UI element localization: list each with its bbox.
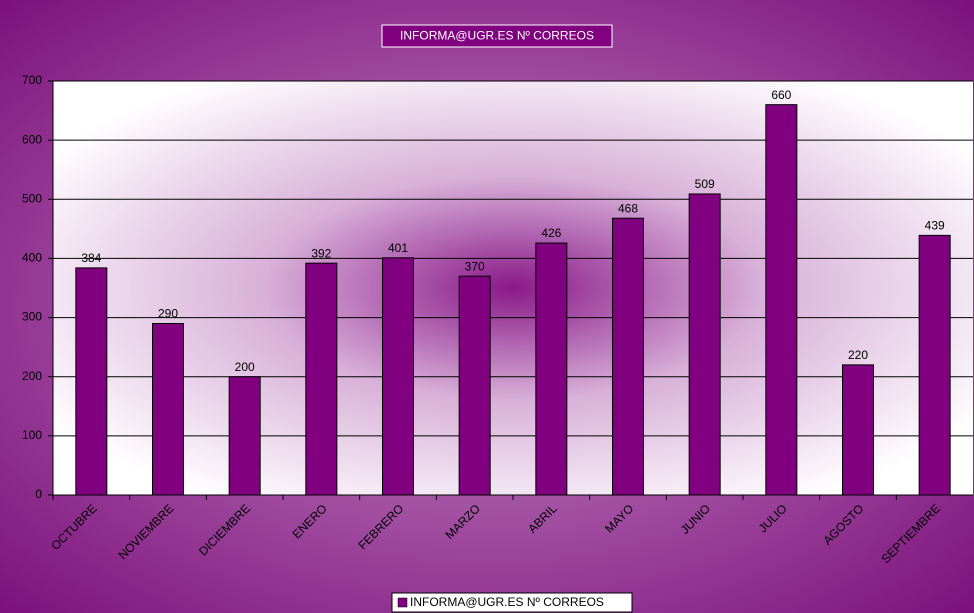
bar [535, 242, 568, 496]
y-tick-label: 100 [22, 428, 42, 442]
data-label: 660 [771, 88, 791, 102]
y-tick-label: 600 [22, 132, 42, 146]
y-tick-label: 400 [22, 251, 42, 265]
chart-title: INFORMA@UGR.ES Nº CORREOS [400, 29, 594, 43]
y-tick-label: 0 [35, 487, 42, 501]
bar [458, 275, 491, 496]
data-label: 220 [848, 348, 868, 362]
y-tick-label: 300 [22, 310, 42, 324]
bar [918, 234, 951, 496]
data-label: 401 [388, 241, 408, 255]
bar [152, 322, 184, 496]
bar [688, 193, 721, 496]
bar [612, 217, 644, 496]
data-label: 426 [541, 226, 561, 240]
data-label: 468 [618, 201, 638, 215]
data-label: 509 [695, 177, 715, 191]
data-label: 200 [235, 360, 255, 374]
legend-swatch [397, 597, 408, 608]
bar [75, 267, 108, 496]
data-label: 384 [81, 251, 101, 265]
title-box [381, 24, 613, 48]
bar [382, 257, 414, 496]
data-label: 370 [465, 259, 485, 273]
bar [842, 364, 874, 496]
y-tick-label: 500 [22, 191, 42, 205]
bar [765, 104, 798, 496]
legend [391, 592, 633, 613]
data-label: 392 [311, 246, 331, 260]
bar [228, 376, 261, 496]
legend-label: INFORMA@UGR.ES Nº CORREOS [410, 595, 604, 609]
data-label: 439 [925, 219, 945, 233]
data-label: 290 [158, 307, 178, 321]
y-tick-label: 200 [22, 369, 42, 383]
plot-area [53, 81, 973, 495]
y-tick-label: 700 [22, 73, 42, 87]
bar [305, 262, 338, 496]
